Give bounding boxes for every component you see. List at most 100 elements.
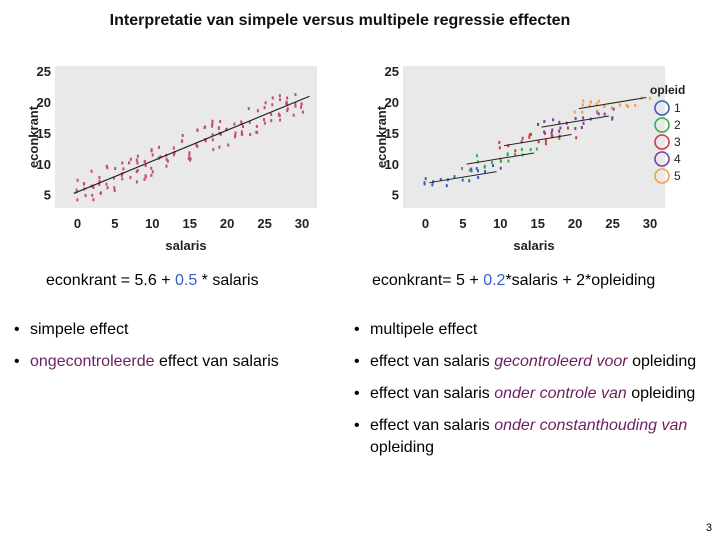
scatter-point [143,177,146,181]
scatter-point [468,179,471,183]
regression-line-mark [541,115,609,128]
scatter-point [120,173,123,177]
page-number: 3 [705,522,712,534]
scatter-point [249,133,252,137]
scatter-point [144,174,147,178]
x-tick-label: 5 [111,216,118,231]
scatter-point [129,157,132,161]
scatter-point [211,133,214,137]
scatter-point [588,104,591,108]
legend-marker [654,100,670,116]
scatter-point [285,101,288,105]
scatter-point [558,136,561,140]
bullet-text: effect van salaris [370,385,495,402]
scatter-point [211,119,214,123]
scatter-point [475,154,478,158]
bullet-highlight: ongecontroleerde [30,353,155,370]
legend-marker [654,168,670,184]
x-tick-label: 20 [220,216,234,231]
scatter-point [165,164,168,168]
scatter-point [233,122,236,126]
regression-line-mark [466,152,535,165]
scatter-point [255,124,258,128]
scatter-point [136,169,139,173]
y-tick-label: 20 [385,95,399,110]
scatter-point [286,96,289,100]
scatter-point [99,191,102,195]
bullet-held-constant: effect van salaris onder constanthouding… [354,415,704,459]
regression-line-mark [578,96,647,110]
scatter-point [136,161,139,165]
scatter-point [135,170,138,174]
scatter-point [76,178,79,182]
scatter-point [270,119,273,123]
equation-coefficient: 0.2 [483,272,506,289]
bullet-text: effect van salaris [370,417,495,434]
scatter-point [83,182,86,186]
scatter-point [537,122,540,126]
scatter-point [611,117,614,121]
bullet-text: simpele effect [30,321,129,338]
scatter-point [278,94,281,98]
simple-regression-scatterplot: 0 5 10 15 20 25 30 5 10 15 20 25 salaris econkrant [26,64,317,253]
scatter-point [619,103,622,107]
bullet-highlight: onder controle van [494,385,627,402]
regression-line-mark [503,134,572,147]
legend-title: opleid [650,83,685,97]
scatter-point [575,136,578,140]
scatter-point [580,126,583,130]
scatter-point [106,186,109,190]
x-tick-labels: 0 5 10 15 20 25 30 [422,216,657,231]
scatter-point [470,167,473,171]
x-tick-label: 15 [183,216,197,231]
legend: 1 2 3 4 5 [654,100,681,184]
scatter-point [180,139,183,143]
x-tick-label: 0 [422,216,429,231]
scatter-point [294,102,297,106]
x-tick-label: 25 [257,216,271,231]
bullet-uncontrolled-effect: ongecontroleerde effect van salaris [14,351,344,373]
scatter-point [439,178,442,182]
scatter-point [90,169,93,173]
scatter-point [300,105,303,109]
scatter-point [445,184,448,188]
y-tick-label: 5 [44,188,51,203]
scatter-point [188,158,191,162]
scatter-point [263,121,266,125]
scatter-point [292,113,295,117]
scatter-point [105,182,108,186]
scatter-point [92,185,95,189]
scatter-point [550,131,553,135]
scatter-point [218,145,221,149]
scatter-point [136,154,139,158]
scatter-point [248,120,251,124]
scatter-point [595,102,598,106]
scatter-point [240,120,243,124]
scatter-point [262,118,265,122]
scatter-point [144,164,147,168]
x-tick-label: 10 [145,216,159,231]
scatter-point [165,157,168,161]
scatter-point [129,175,132,179]
scatter-point [114,167,117,171]
scatter-point [188,151,191,155]
scatter-point [597,112,600,116]
scatter-point [135,158,138,162]
y-tick-labels: 5 10 15 20 25 [385,64,399,202]
scatter-point [490,160,493,164]
scatter-point [461,178,464,182]
scatter-point [203,126,206,130]
scatter-point [181,133,184,137]
scatter-point [271,103,274,107]
scatter-point [75,188,78,192]
y-tick-label: 15 [385,126,399,141]
scatter-point [151,170,154,174]
legend-marker [654,117,670,133]
bullet-highlight: van [661,417,688,434]
scatter-point [234,133,237,137]
scatter-point [535,147,538,151]
x-tick-label: 20 [568,216,582,231]
scatter-point [424,177,427,181]
scatter-point [566,126,569,130]
